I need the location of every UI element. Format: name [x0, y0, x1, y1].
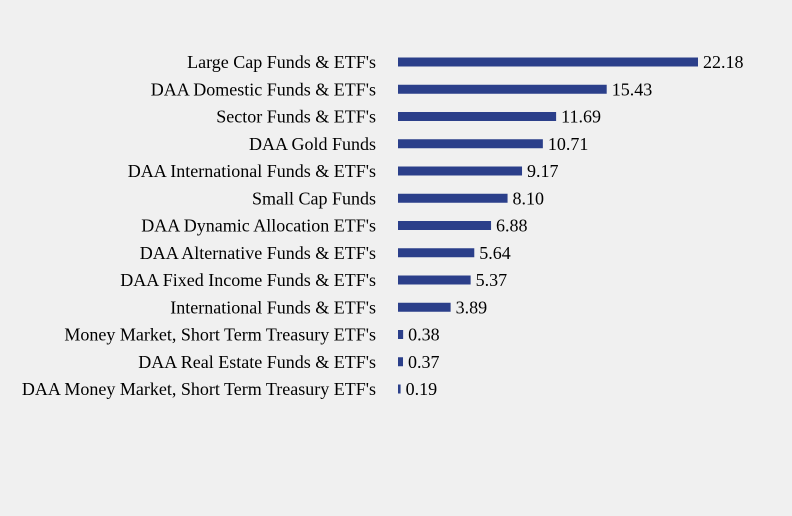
- value-label-daa-real-estate-funds-etf-s: 0.37: [408, 352, 440, 372]
- value-labels: 22.18 15.43 11.69 10.71 9.17 8.10 6.88 5.64 5.37…: [406, 52, 744, 399]
- category-label-daa-money-market-short-term-treasury-etf-s: DAA Money Market, Short Term Treasury ET…: [22, 379, 376, 399]
- bar-daa-real-estate-funds-etf-s: [398, 357, 404, 367]
- value-label-small-cap-funds: 8.10: [513, 188, 545, 208]
- category-label-daa-alternative-funds-etf-s: DAA Alternative Funds & ETF's: [140, 243, 376, 263]
- value-label-daa-gold-funds: 10.71: [548, 134, 589, 154]
- category-label-international-funds-etf-s: International Funds & ETF's: [170, 297, 376, 317]
- value-label-daa-money-market-short-term-treasury-etf-s: 0.19: [406, 379, 438, 399]
- category-label-money-market-short-term-treasury-etf-s: Money Market, Short Term Treasury ETF's: [64, 325, 376, 345]
- value-label-daa-fixed-income-funds-etf-s: 5.37: [476, 270, 508, 290]
- category-label-large-cap-funds-etf-s: Large Cap Funds & ETF's: [187, 52, 376, 72]
- category-label-daa-domestic-funds-etf-s: DAA Domestic Funds & ETF's: [151, 79, 376, 99]
- bar-daa-gold-funds: [398, 139, 543, 149]
- value-label-daa-alternative-funds-etf-s: 5.64: [479, 243, 511, 263]
- bar-large-cap-funds-etf-s: [398, 57, 698, 67]
- category-label-daa-real-estate-funds-etf-s: DAA Real Estate Funds & ETF's: [138, 352, 376, 372]
- category-label-daa-gold-funds: DAA Gold Funds: [249, 134, 376, 154]
- bar-money-market-short-term-treasury-etf-s: [398, 330, 404, 339]
- bar-small-cap-funds: [398, 193, 508, 203]
- value-label-daa-domestic-funds-etf-s: 15.43: [612, 79, 653, 99]
- bar-daa-dynamic-allocation-etf-s: [398, 221, 492, 230]
- bar-international-funds-etf-s: [398, 302, 451, 312]
- value-label-large-cap-funds-etf-s: 22.18: [703, 52, 744, 72]
- category-label-small-cap-funds: Small Cap Funds: [252, 188, 376, 208]
- category-labels: Large Cap Funds & ETF's DAA Domestic Fund…: [22, 52, 376, 399]
- bars: [398, 57, 698, 394]
- bar-daa-alternative-funds-etf-s: [398, 248, 475, 258]
- category-label-daa-international-funds-etf-s: DAA International Funds & ETF's: [128, 161, 376, 181]
- category-label-sector-funds-etf-s: Sector Funds & ETF's: [216, 107, 376, 127]
- value-label-money-market-short-term-treasury-etf-s: 0.38: [408, 325, 440, 345]
- value-label-daa-international-funds-etf-s: 9.17: [527, 161, 559, 181]
- category-label-daa-fixed-income-funds-etf-s: DAA Fixed Income Funds & ETF's: [120, 270, 376, 290]
- value-label-sector-funds-etf-s: 11.69: [561, 107, 601, 127]
- category-label-daa-dynamic-allocation-etf-s: DAA Dynamic Allocation ETF's: [141, 216, 376, 236]
- bar-sector-funds-etf-s: [398, 112, 557, 121]
- value-label-international-funds-etf-s: 3.89: [456, 297, 488, 317]
- bar-daa-domestic-funds-etf-s: [398, 84, 607, 94]
- value-label-daa-dynamic-allocation-etf-s: 6.88: [496, 216, 527, 236]
- bar-daa-fixed-income-funds-etf-s: [398, 275, 471, 285]
- bar-daa-international-funds-etf-s: [398, 166, 523, 176]
- bar-daa-money-market-short-term-treasury-etf-s: [398, 384, 401, 394]
